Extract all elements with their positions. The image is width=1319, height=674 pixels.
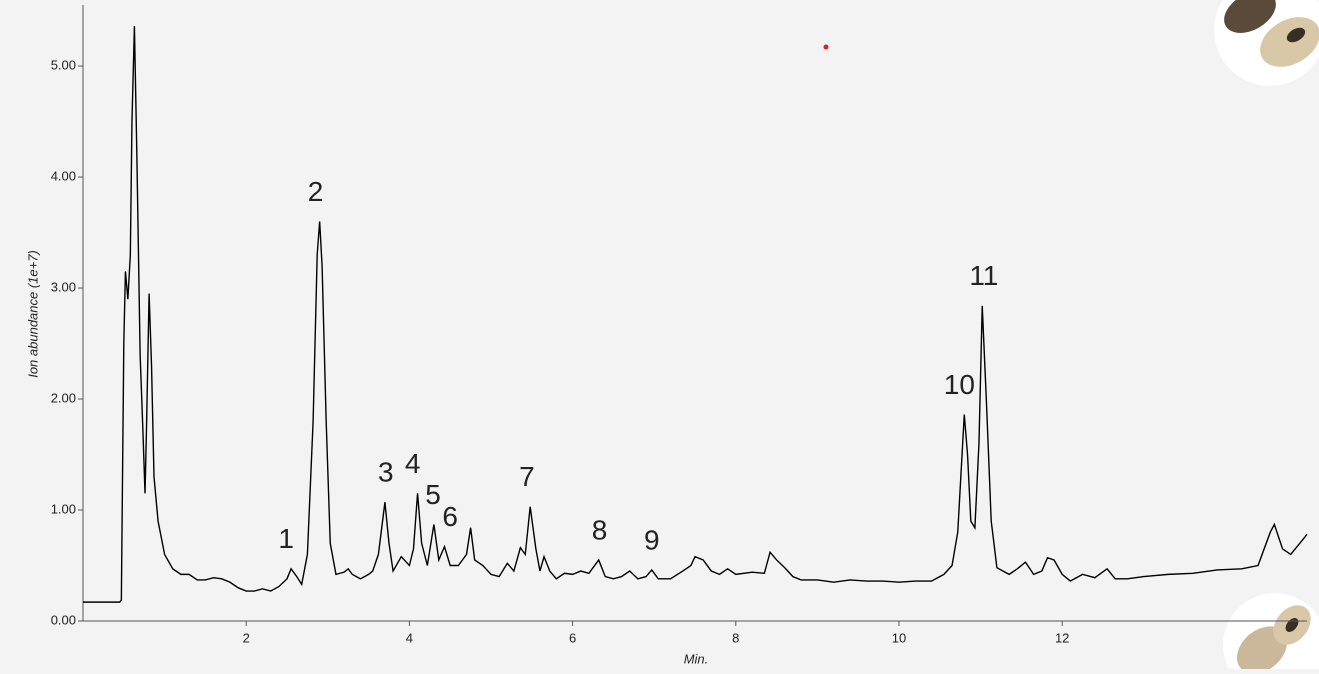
peak-label: 10	[944, 369, 975, 400]
y-tick-label: 2.00	[51, 390, 76, 405]
peak-label: 4	[405, 448, 421, 479]
peak-label: 8	[592, 514, 608, 545]
x-axis-label: Min.	[684, 651, 709, 666]
peak-label: 1	[278, 523, 294, 554]
x-tick-label: 8	[732, 630, 739, 645]
peak-label: 5	[425, 479, 441, 510]
peak-label: 6	[442, 501, 458, 532]
chart: Min. Ion abundance (1e+7) 0.00 1.00 2.00 3.…	[0, 0, 1319, 669]
y-tick-label: 3.00	[51, 279, 76, 294]
x-tick-label: 12	[1055, 630, 1069, 645]
x-tick-label: 2	[243, 630, 250, 645]
y-axis-label: Ion abundance (1e+7)	[25, 250, 40, 378]
y-tick-label: 1.00	[51, 501, 76, 516]
x-tick-label: 6	[569, 630, 576, 645]
y-tick-label: 0.00	[51, 612, 76, 627]
peak-label: 7	[519, 461, 535, 492]
x-tick-label: 4	[406, 630, 413, 645]
background	[0, 0, 1319, 669]
red-dot	[824, 45, 829, 50]
peak-label: 3	[378, 457, 394, 488]
y-tick-label: 5.00	[51, 57, 76, 72]
peak-label: 11	[969, 260, 998, 291]
peak-label: 2	[308, 176, 324, 207]
x-tick-label: 10	[892, 630, 906, 645]
y-tick-label: 4.00	[51, 168, 76, 183]
peak-label: 9	[644, 524, 660, 555]
